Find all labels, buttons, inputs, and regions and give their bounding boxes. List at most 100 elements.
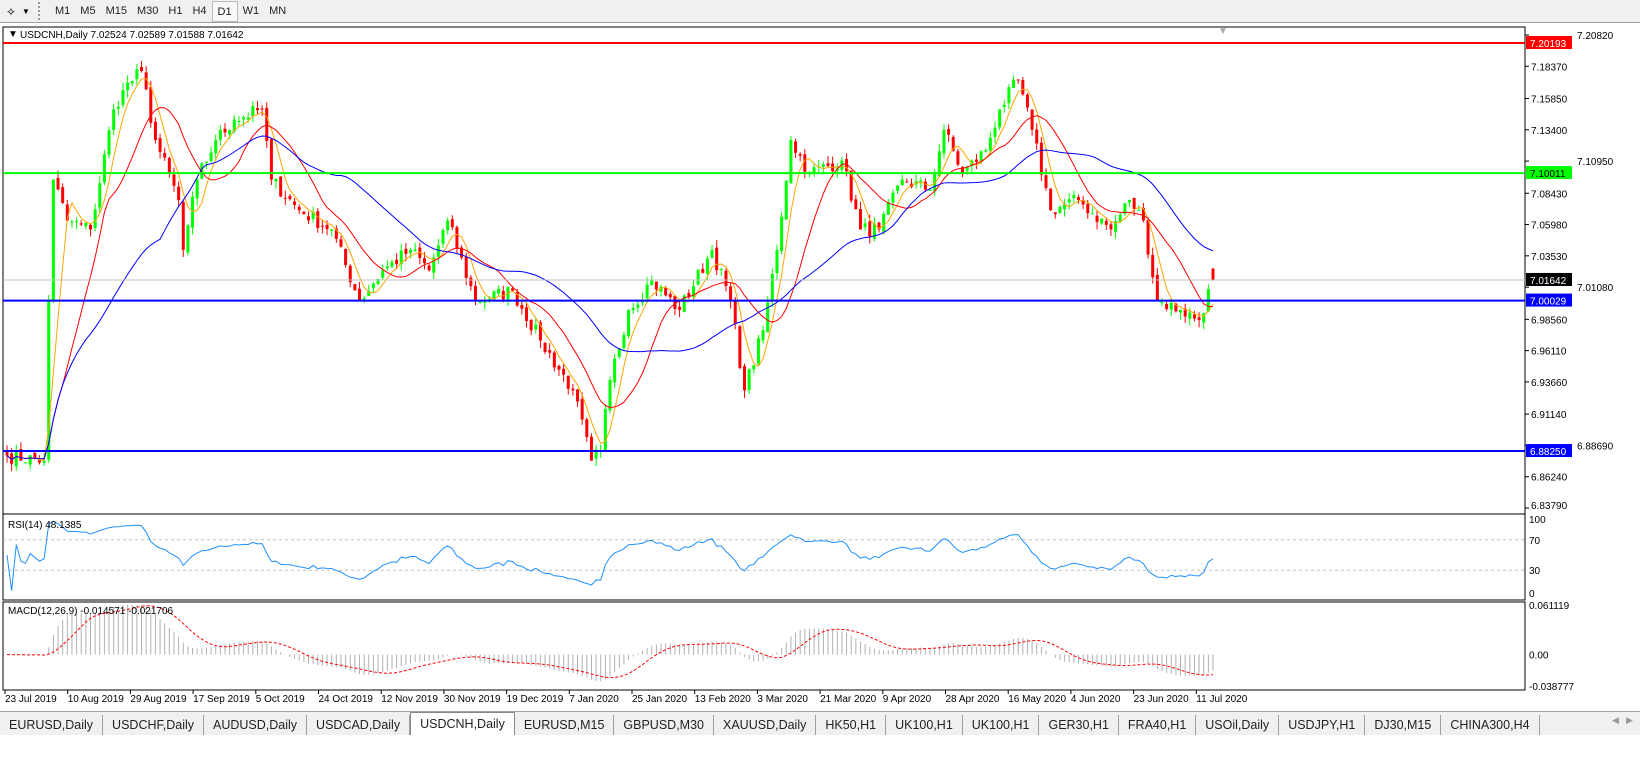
candle-body — [1076, 197, 1080, 201]
date-label: 12 Nov 2019 — [381, 694, 438, 705]
candle-body — [705, 258, 709, 274]
candle-body — [246, 117, 250, 120]
rsi-tick-label: 100 — [1529, 515, 1546, 526]
price-tick-label: 6.96110 — [1531, 347, 1567, 358]
candle-body — [1090, 213, 1094, 215]
candle-body — [140, 67, 144, 72]
chart-tab[interactable]: GBPUSD,M30 — [614, 715, 714, 735]
chart-tab[interactable]: FRA40,H1 — [1119, 715, 1197, 735]
candle-body — [794, 141, 798, 153]
candle-body — [478, 301, 482, 303]
timeframe-m5[interactable]: M5 — [80, 4, 96, 17]
chart-tab[interactable]: USDCAD,Daily — [307, 715, 411, 735]
candle-body — [891, 192, 895, 203]
horizontal-line-price-tag — [1526, 444, 1572, 458]
current-price-tag — [1526, 272, 1572, 286]
candle-body — [404, 248, 408, 254]
candle-body — [622, 334, 626, 348]
candle-body — [158, 138, 162, 152]
collapse-arrow-icon[interactable]: ▼ — [8, 29, 18, 40]
candle-body — [130, 81, 134, 84]
candle-body — [325, 224, 329, 230]
candle-body — [905, 181, 909, 183]
price-tick-label: 6.98560 — [1531, 315, 1568, 326]
timeframe-d1[interactable]: D1 — [211, 0, 238, 22]
candle-body — [552, 352, 556, 368]
price-tick-label: 7.05980 — [1531, 221, 1568, 232]
chart-tab[interactable]: DJ30,M15 — [1365, 715, 1442, 735]
candle-body — [863, 223, 867, 228]
macd-pane — [2, 601, 1526, 691]
chart-tabs: EURUSD,Daily USDCHF,Daily AUDUSD,Daily USDC… — [0, 711, 1640, 735]
shift-marker-icon[interactable]: ▼ — [1218, 26, 1228, 37]
chart-tab[interactable]: CHINA300,H4 — [1441, 715, 1540, 735]
chart-tab[interactable]: AUDUSD,Daily — [204, 715, 308, 735]
date-label: 9 Apr 2020 — [883, 694, 932, 705]
timeframe-h1[interactable]: H1 — [168, 4, 183, 17]
chart-tab[interactable]: USOil,Daily — [1196, 715, 1280, 735]
candle-body — [75, 221, 79, 223]
candle-body — [395, 259, 399, 265]
candle-body — [209, 152, 213, 162]
scroll-right-icon[interactable]: ▶ — [1626, 715, 1633, 725]
timeframe-m30[interactable]: M30 — [136, 4, 159, 17]
date-label: 24 Oct 2019 — [319, 694, 374, 705]
timeframe-w1[interactable]: W1 — [242, 4, 260, 17]
date-label: 30 Nov 2019 — [444, 694, 501, 705]
horizontal-line-price-tag — [1526, 293, 1572, 307]
candle-body — [784, 180, 788, 220]
candle-body — [37, 460, 41, 463]
ma-slow-line — [6, 135, 1214, 461]
chart-tab[interactable]: UK100,H1 — [963, 715, 1040, 735]
timeframe-h4[interactable]: H4 — [192, 4, 207, 17]
candle-body — [19, 449, 23, 461]
candle-body — [770, 273, 774, 301]
candle-body — [70, 221, 74, 223]
chart-tab[interactable]: XAUUSD,Daily — [714, 715, 817, 735]
chart-tab[interactable]: USDJPY,H1 — [1279, 715, 1366, 735]
candle-body — [367, 290, 371, 297]
chart-tab[interactable]: GER30,H1 — [1039, 715, 1119, 735]
candle-body — [10, 453, 14, 464]
candle-body — [854, 199, 858, 210]
candle-body — [1063, 204, 1067, 210]
status-area: ◀ ▶ — [0, 715, 1640, 769]
candle-body — [664, 288, 668, 296]
timeframe-m15[interactable]: M15 — [105, 4, 127, 17]
date-label: 7 Jan 2020 — [569, 694, 619, 705]
candle-body — [283, 197, 287, 199]
candle-body — [167, 158, 171, 174]
candle-body — [988, 137, 992, 151]
timeframe-m1[interactable]: M1 — [55, 4, 71, 17]
candle-body — [460, 247, 464, 258]
candle-body — [33, 452, 37, 459]
chart-tab[interactable]: USDCHF,Daily — [103, 715, 204, 735]
chart-tab[interactable]: UK100,H1 — [886, 715, 963, 735]
dropdown-arrow-icon[interactable]: ▼ — [22, 6, 30, 16]
chart-tab[interactable]: USDCNH,Daily — [410, 712, 515, 735]
price-tick-label: 6.91140 — [1531, 410, 1567, 421]
chart-tab[interactable]: EURUSD,M15 — [515, 715, 615, 735]
candle-body — [297, 206, 301, 211]
candle-body — [923, 181, 927, 190]
chart-tab[interactable]: EURUSD,Daily — [0, 715, 104, 735]
candle-body — [608, 380, 612, 411]
candle-body — [1174, 303, 1178, 312]
candle-body — [93, 209, 97, 228]
scroll-left-icon[interactable]: ◀ — [1612, 715, 1619, 725]
candle-body — [1169, 302, 1173, 310]
timeframe-mn[interactable]: MN — [269, 4, 287, 17]
chart-window[interactable]: 7.20820 7.18370 7.15850 7.13400 7.10950 7.084… — [0, 24, 1640, 710]
candle-body — [1118, 214, 1122, 222]
chart-tab[interactable]: HK50,H1 — [816, 715, 887, 735]
candle-body — [61, 187, 65, 203]
candle-body — [381, 270, 385, 278]
date-label: 11 Jul 2020 — [1196, 694, 1247, 705]
crosshair-tool-icon[interactable]: ⟡ — [7, 3, 15, 18]
candle-body — [1002, 104, 1006, 107]
candle-body — [172, 174, 176, 186]
candle-body — [1183, 308, 1187, 317]
candle-body — [882, 213, 886, 232]
price-tick-label: 7.20820 — [1577, 31, 1614, 42]
price-tick-label: 7.01080 — [1577, 283, 1614, 294]
